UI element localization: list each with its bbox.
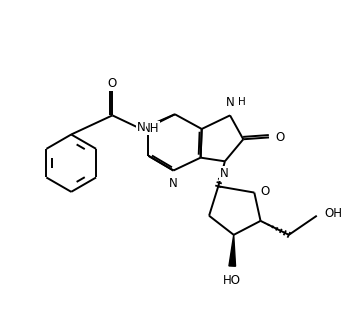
Text: O: O bbox=[108, 77, 117, 90]
Text: N: N bbox=[220, 167, 228, 180]
Text: N: N bbox=[137, 121, 145, 134]
Text: H: H bbox=[238, 97, 246, 107]
Text: O: O bbox=[260, 184, 270, 198]
Text: N: N bbox=[169, 177, 178, 190]
Polygon shape bbox=[229, 235, 235, 266]
Text: N: N bbox=[226, 96, 235, 109]
Text: OH: OH bbox=[324, 207, 342, 220]
Text: HO: HO bbox=[223, 274, 241, 287]
Text: NH: NH bbox=[142, 122, 159, 135]
Text: O: O bbox=[276, 131, 285, 144]
